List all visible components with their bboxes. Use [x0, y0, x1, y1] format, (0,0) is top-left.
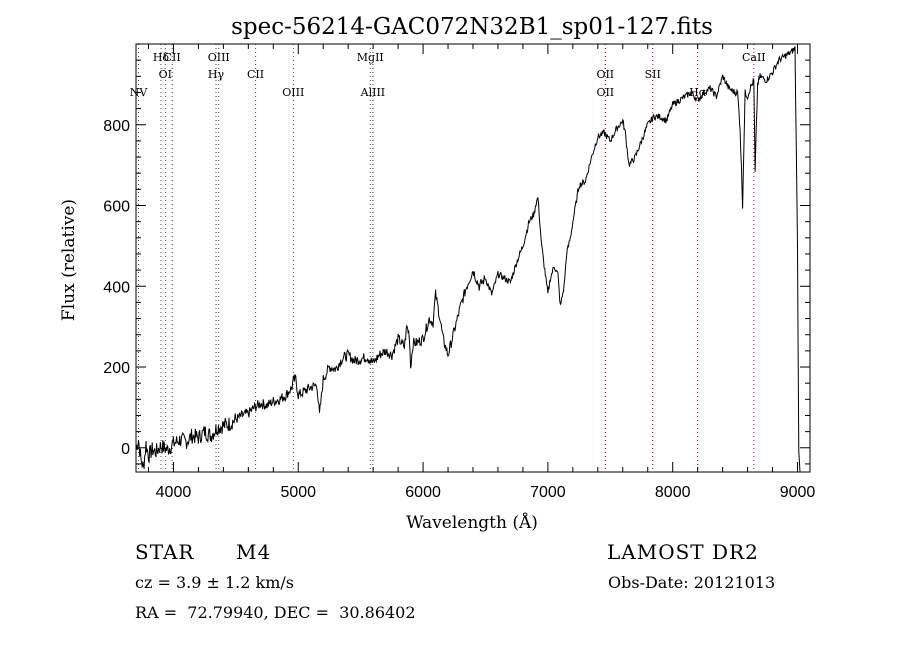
- spectrum-series-line: [135, 46, 801, 473]
- object-class: STAR: [135, 540, 195, 564]
- spectral-line-label: OIII: [208, 51, 230, 64]
- spectral-line-label: Hγ: [208, 68, 225, 81]
- y-axis-label: Flux (relative): [59, 199, 79, 321]
- coordinates: RA = 72.79940, DEC = 30.86402: [135, 603, 416, 622]
- spectral-line-label: OII: [596, 68, 614, 81]
- spectral-line-label: SII: [645, 68, 661, 81]
- object-subclass: M4: [236, 540, 272, 564]
- y-tick-label: 400: [103, 279, 130, 296]
- spectral-line-label: CII: [247, 68, 264, 81]
- spectral-line-label: MgII: [357, 51, 384, 64]
- x-tick-label: 5000: [280, 484, 316, 501]
- chart-title: spec-56214-GAC072N32B1_sp01-127.fits: [231, 14, 713, 40]
- survey-name: LAMOST DR2: [607, 540, 759, 564]
- x-tick-label: 8000: [655, 484, 691, 501]
- spectral-line-label: OII: [596, 86, 614, 99]
- spectral-line-label: OIII: [282, 86, 304, 99]
- y-tick-label: 200: [103, 360, 130, 377]
- spectral-line-label: CII: [164, 51, 181, 64]
- x-tick-label: 7000: [530, 484, 566, 501]
- spectral-line-label: AlIII: [360, 86, 386, 99]
- spectral-line-label: OI: [159, 68, 172, 81]
- spectral-line-label: CaII: [742, 51, 766, 64]
- series-layer: [135, 46, 801, 473]
- x-tick-label: 6000: [405, 484, 441, 501]
- redshift: cz = 3.9 ± 1.2 km/s: [135, 573, 294, 592]
- obs-date: Obs-Date: 20121013: [608, 573, 776, 592]
- x-tick-label: 9000: [780, 484, 816, 501]
- x-tick-label: 4000: [156, 484, 192, 501]
- x-axis-label: Wavelength (Å): [406, 512, 538, 533]
- y-tick-label: 800: [103, 118, 130, 135]
- y-tick-label: 0: [121, 441, 130, 458]
- y-tick-label: 600: [103, 199, 130, 216]
- plot-frame: [135, 43, 811, 473]
- axis-ticks: 4000 5000 6000 7000 8000 9000 0 200 400 600 800: [103, 44, 815, 501]
